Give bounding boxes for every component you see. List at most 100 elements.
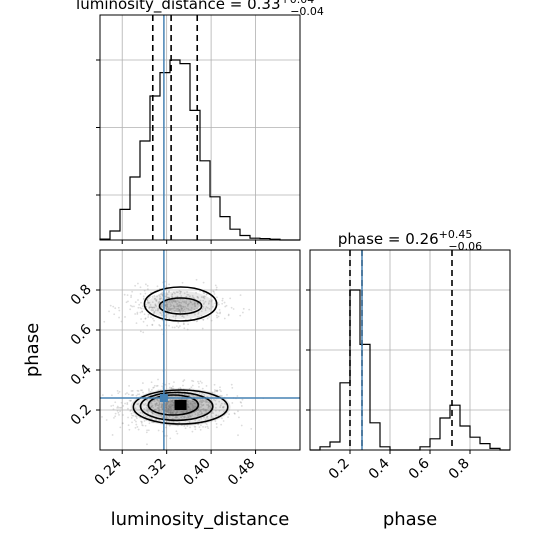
sample-point [158, 402, 161, 405]
sample-point [156, 402, 158, 405]
sample-point [168, 404, 171, 407]
sample-point [183, 398, 186, 401]
sample-point [145, 431, 148, 434]
sample-point [200, 408, 203, 411]
sample-point [180, 304, 183, 307]
y-tick-label: 0.6 [68, 321, 95, 348]
sample-point [172, 315, 175, 318]
sample-point [118, 413, 120, 416]
sample-point [150, 388, 153, 391]
sample-point [208, 401, 211, 404]
sample-point [190, 309, 192, 312]
sample-point [206, 425, 209, 428]
sample-point [186, 328, 189, 331]
sample-point [219, 312, 221, 315]
sample-point [170, 299, 173, 302]
sample-point [188, 394, 191, 397]
sample-point [148, 422, 151, 425]
sample-point [186, 425, 189, 428]
sample-point [179, 311, 182, 314]
sample-point [199, 400, 202, 403]
sample-point [168, 307, 171, 310]
sample-point [139, 306, 142, 309]
sample-point [171, 326, 174, 329]
chart-text: luminosity_distance = 0.33+0.04−0.04 0.24… [22, 0, 482, 530]
sample-point [161, 385, 164, 388]
sample-point [201, 401, 204, 404]
sample-point [170, 404, 173, 407]
sample-point [166, 410, 169, 412]
sample-point [150, 306, 153, 309]
sample-point [232, 308, 235, 310]
sample-point [207, 403, 210, 406]
sample-point [96, 395, 98, 397]
sample-point [201, 387, 204, 390]
sample-point [222, 406, 224, 408]
sample-point [167, 308, 170, 311]
sample-point [186, 291, 188, 293]
sample-point [196, 395, 199, 398]
sample-point [197, 413, 200, 416]
sample-point [199, 408, 202, 411]
sample-point [156, 404, 159, 407]
sample-point [178, 301, 181, 304]
y-tick-label: 0.2 [68, 402, 95, 429]
sample-point [192, 400, 195, 403]
sample-point [213, 398, 215, 401]
sample-point [164, 295, 167, 298]
sample-point [78, 393, 80, 395]
sample-point [189, 407, 192, 410]
density-peak [174, 400, 187, 410]
sample-point [179, 310, 181, 313]
sample-point [221, 302, 224, 305]
sample-point [159, 295, 161, 298]
sample-point [176, 409, 179, 412]
sample-point [129, 304, 132, 307]
sample-point [153, 386, 155, 389]
x-tick-label: 0.48 [225, 456, 258, 489]
sample-point [230, 306, 233, 309]
sample-point [116, 405, 119, 408]
sample-point [127, 407, 129, 410]
sample-point [184, 393, 186, 396]
sample-point [202, 296, 205, 298]
x-axis-label: luminosity_distance [111, 509, 290, 530]
sample-point [218, 400, 221, 403]
sample-point [117, 392, 120, 395]
sample-point [188, 406, 190, 408]
sample-point [207, 401, 210, 404]
sample-point [141, 382, 144, 384]
sample-point [149, 296, 151, 298]
sample-point [135, 394, 138, 397]
sample-point [188, 296, 191, 298]
sample-point [160, 414, 163, 417]
sample-point [108, 310, 110, 313]
sample-point [197, 380, 199, 383]
sample-point [192, 296, 195, 299]
sample-point [193, 297, 196, 300]
sample-point [169, 405, 172, 408]
sample-point [146, 443, 148, 446]
sample-point [205, 293, 208, 295]
sample-point [171, 400, 173, 403]
sample-point [126, 294, 129, 297]
sample-point [134, 313, 137, 315]
sample-point [220, 402, 223, 405]
sample-point [182, 309, 185, 312]
y-axis-label: phase [22, 323, 43, 377]
sample-point [174, 300, 177, 303]
sample-point [157, 378, 159, 381]
sample-point [151, 404, 154, 407]
sample-point [172, 385, 174, 388]
sample-point [199, 409, 202, 412]
sample-point [164, 416, 167, 419]
sample-point [141, 424, 143, 426]
panel-frame [99, 14, 301, 241]
sample-point [168, 420, 171, 423]
sample-point [175, 430, 178, 433]
sample-point [146, 298, 149, 301]
sample-point [149, 390, 152, 393]
sample-point [203, 394, 206, 396]
sample-point [239, 314, 242, 317]
sample-point [129, 409, 132, 411]
